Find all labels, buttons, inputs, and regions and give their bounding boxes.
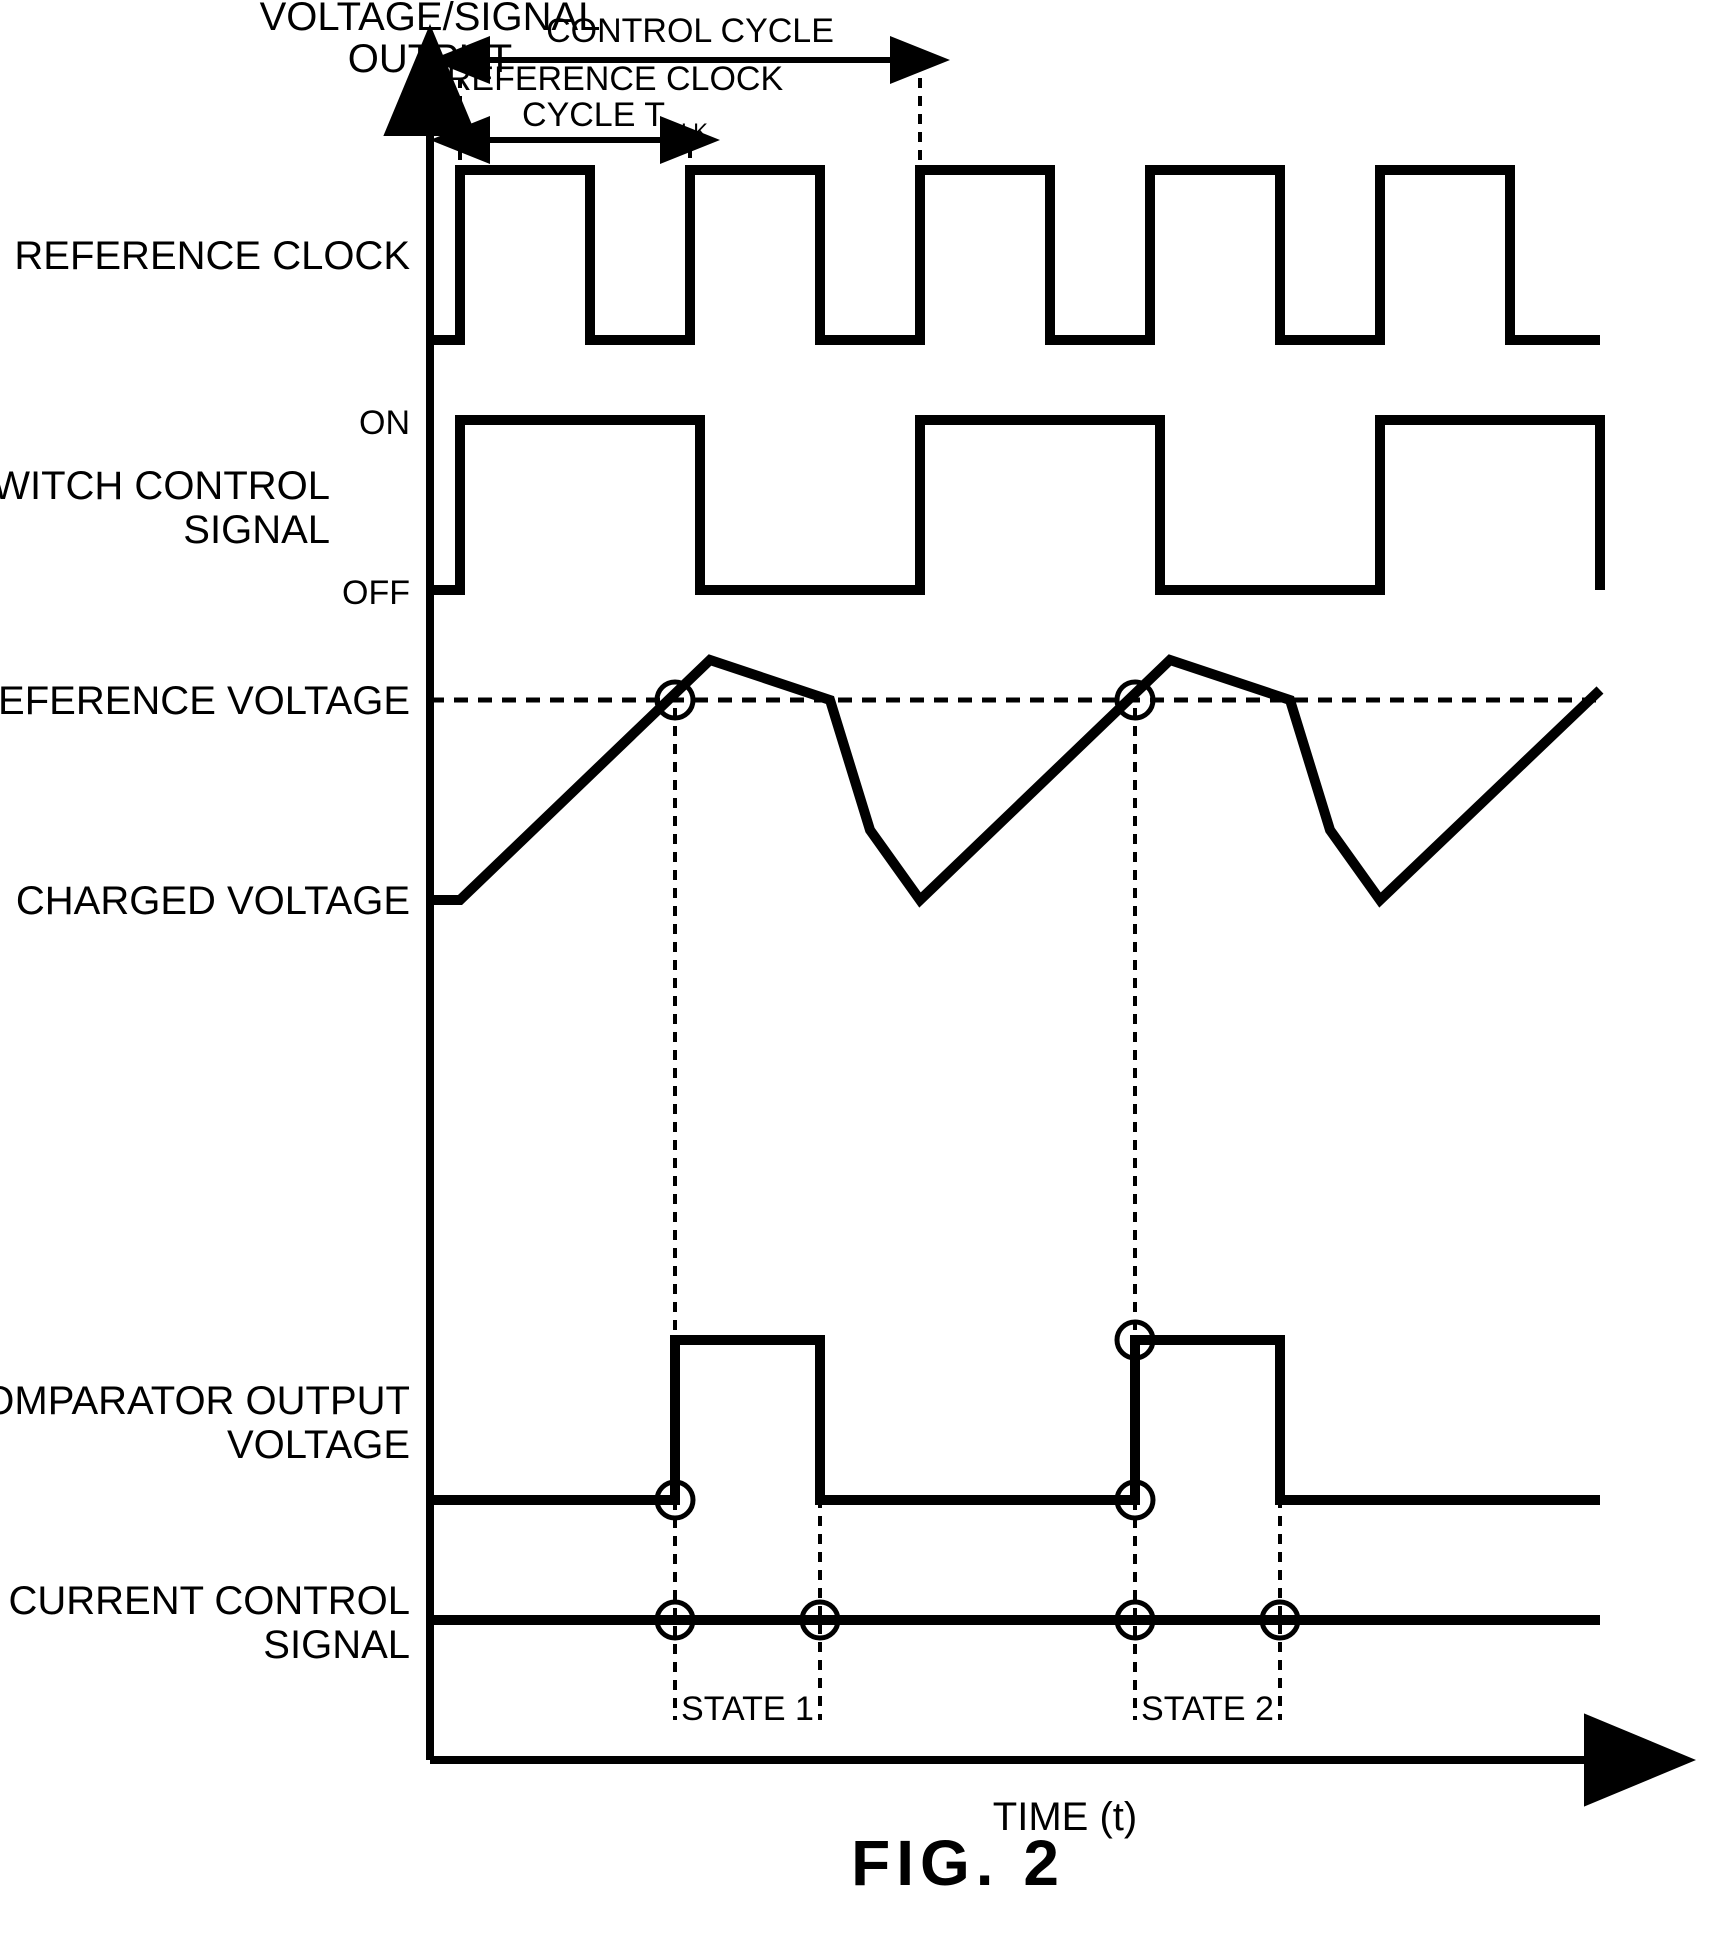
label-reference-clock: REFERENCE CLOCK: [14, 234, 410, 278]
reference-clock-waveform: [430, 170, 1600, 340]
dim-control-cycle-label: CONTROL CYCLE: [546, 12, 834, 50]
switch-control-waveform: [430, 420, 1600, 590]
figure-title: FIG. 2: [851, 1827, 1065, 1899]
dim-refclk-label-1: REFERENCE CLOCK: [447, 60, 784, 98]
comparator-output-waveform: [430, 1340, 1600, 1500]
label-charged-voltage: CHARGED VOLTAGE: [16, 879, 410, 923]
label-comparator-1: COMPARATOR OUTPUT: [0, 1379, 410, 1423]
charged-voltage-waveform: [430, 660, 1600, 900]
timing-diagram: VOLTAGE/SIGNALOUTPUTTIME (t)CONTROL CYCL…: [0, 0, 1716, 1945]
dim-refclk-label-2: CYCLE TCLK: [522, 96, 708, 144]
label-on: ON: [359, 404, 410, 442]
label-state-2: STATE 2: [1141, 1690, 1274, 1728]
label-off: OFF: [342, 574, 410, 612]
label-switch-control-2: SIGNAL: [183, 508, 330, 552]
label-switch-control-1: SWITCH CONTROL: [0, 464, 330, 508]
label-current-control-1: CURRENT CONTROL: [8, 1579, 410, 1623]
label-comparator-2: VOLTAGE: [227, 1423, 410, 1467]
label-reference-voltage: REFERENCE VOLTAGE: [0, 679, 410, 723]
label-current-control-2: SIGNAL: [263, 1623, 410, 1667]
label-state-1: STATE 1: [681, 1690, 814, 1728]
